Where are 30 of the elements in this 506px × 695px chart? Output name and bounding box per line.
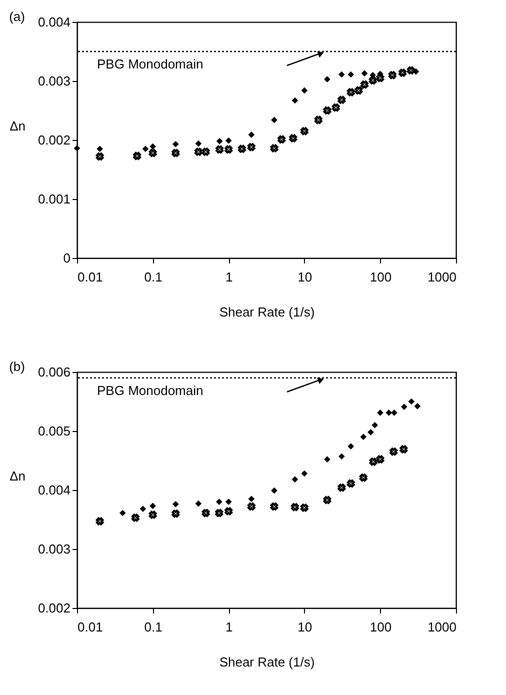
ref-line-label: PBG Monodomain xyxy=(97,56,204,72)
y-tick-label: 0.006 xyxy=(38,364,70,380)
x-tick-label: 0.01 xyxy=(78,270,103,284)
x-tick-label: 10 xyxy=(298,620,312,634)
y-tick-label: 0 xyxy=(63,250,70,266)
y-axis-title: Δn xyxy=(10,118,26,134)
x-tick-label: 1 xyxy=(225,270,233,284)
y-tick-label: 0.001 xyxy=(38,192,70,206)
chart-title: (b) xyxy=(9,359,25,374)
y-tick-label: 0.002 xyxy=(38,132,70,148)
ref-line-label: PBG Monodomain xyxy=(97,382,204,398)
x-axis-title: Shear Rate (1/s) xyxy=(219,304,315,320)
y-axis-title: Δn xyxy=(10,468,26,484)
chart-title: (a) xyxy=(9,9,25,24)
y-tick-label: 0.002 xyxy=(38,600,70,616)
x-tick-label: 10 xyxy=(298,270,312,284)
x-tick-label: 100 xyxy=(370,620,392,634)
y-tick-label: 0.003 xyxy=(38,542,70,556)
y-tick-label: 0.003 xyxy=(38,74,70,88)
x-tick-label: 0.01 xyxy=(78,620,103,634)
x-tick-label: 1000 xyxy=(428,620,456,634)
x-tick-label: 0.1 xyxy=(144,620,162,634)
x-tick-label: 1000 xyxy=(428,270,456,284)
x-tick-label: 1 xyxy=(225,620,233,634)
y-tick-label: 0.004 xyxy=(38,482,70,498)
y-tick-label: 0.005 xyxy=(38,424,70,438)
x-tick-label: 0.1 xyxy=(144,270,162,284)
x-tick-label: 100 xyxy=(370,270,392,284)
x-axis-title: Shear Rate (1/s) xyxy=(219,654,315,670)
y-tick-label: 0.004 xyxy=(38,14,70,30)
